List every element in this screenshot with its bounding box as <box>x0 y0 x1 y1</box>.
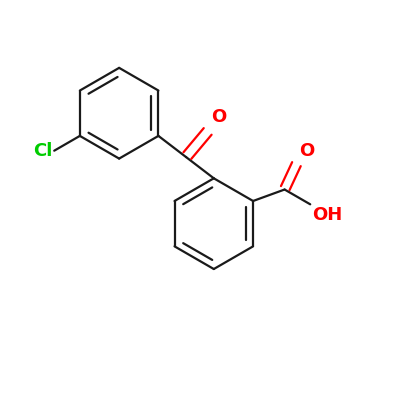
Text: Cl: Cl <box>33 142 52 160</box>
Text: O: O <box>299 142 314 160</box>
Text: OH: OH <box>312 206 342 224</box>
Text: O: O <box>211 108 226 126</box>
